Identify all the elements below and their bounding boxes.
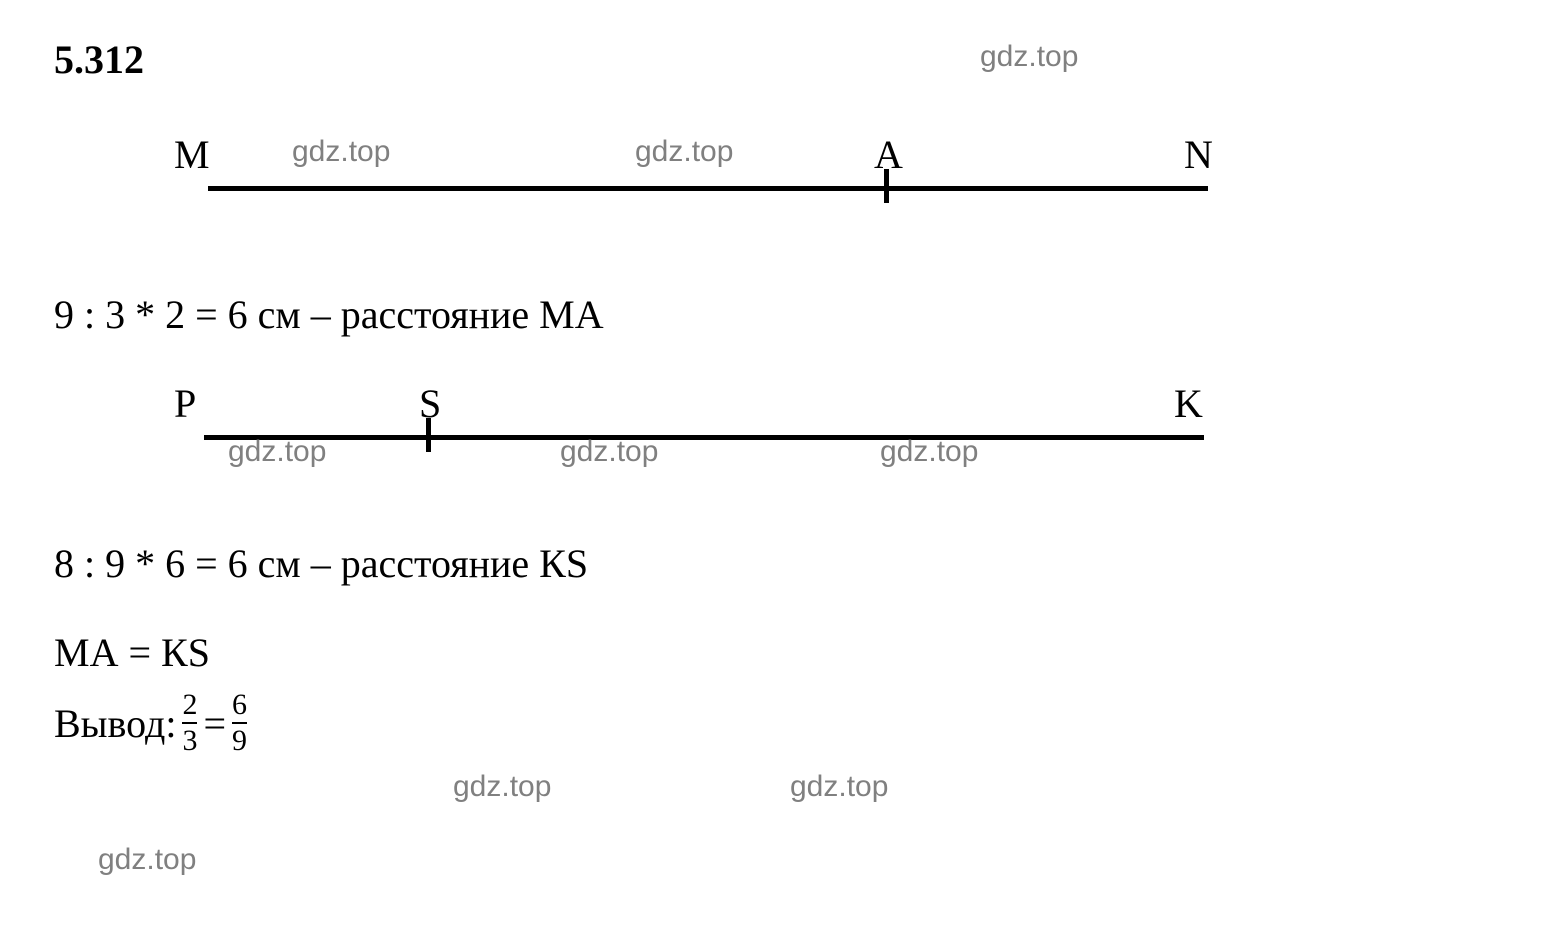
equals-sign: =: [203, 700, 226, 747]
fraction-denominator: 3: [182, 722, 197, 756]
fraction-denominator: 9: [232, 722, 247, 756]
watermark-text: gdz.top: [98, 843, 196, 877]
calculation-ma: 9 : 3 * 2 = 6 см – расстояние МА: [54, 291, 1487, 338]
label-k: K: [1174, 380, 1203, 427]
watermark-text: gdz.top: [292, 135, 390, 169]
problem-number: 5.312: [54, 36, 1487, 83]
watermark-text: gdz.top: [790, 770, 888, 804]
fraction-6-9: 6 9: [232, 690, 247, 756]
equality-statement: МА = КS: [54, 629, 1487, 676]
label-p: P: [174, 380, 196, 427]
conclusion: Вывод: 2 3 = 6 9: [54, 690, 1487, 756]
watermark-text: gdz.top: [228, 435, 326, 469]
tick-a: [884, 169, 889, 203]
watermark-text: gdz.top: [560, 435, 658, 469]
watermark-text: gdz.top: [453, 770, 551, 804]
line-mn: [208, 186, 1208, 191]
fraction-numerator: 2: [182, 690, 197, 722]
label-n: N: [1184, 131, 1213, 178]
watermark-text: gdz.top: [980, 40, 1078, 74]
tick-s: [426, 418, 431, 452]
watermark-text: gdz.top: [880, 435, 978, 469]
calculation-ks: 8 : 9 * 6 = 6 см – расстояние КS: [54, 540, 1487, 587]
conclusion-prefix: Вывод:: [54, 700, 176, 747]
line-pk: [204, 435, 1204, 440]
watermark-text: gdz.top: [635, 135, 733, 169]
label-m: M: [174, 131, 210, 178]
fraction-numerator: 6: [232, 690, 247, 722]
fraction-2-3: 2 3: [182, 690, 197, 756]
diagram-pk: P S K: [174, 380, 1224, 490]
